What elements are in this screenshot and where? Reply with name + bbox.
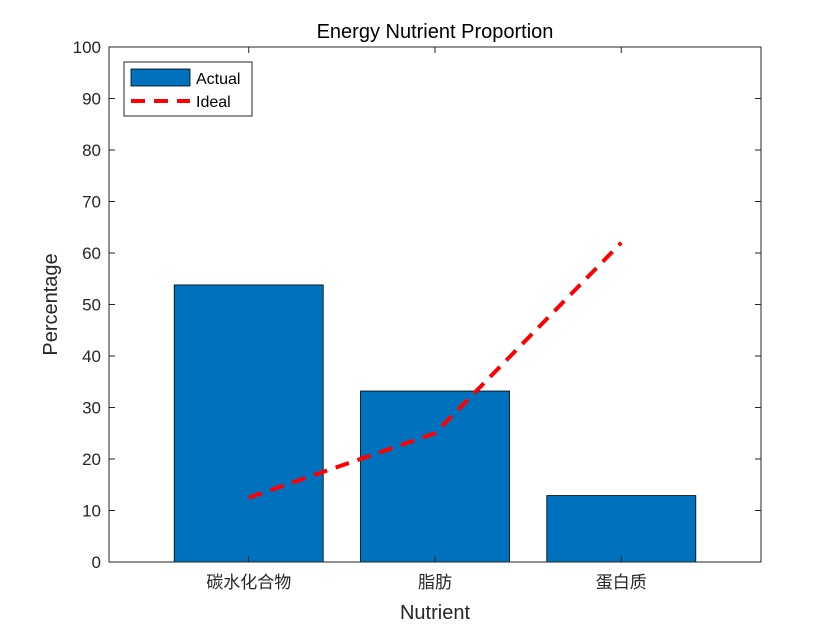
chart-title: Energy Nutrient Proportion — [317, 21, 554, 43]
y-tick-label: 60 — [82, 244, 101, 263]
legend-label-ideal: Ideal — [196, 94, 231, 111]
y-tick-label: 20 — [82, 450, 101, 469]
series-line-ideal — [248, 241, 623, 500]
bar-actual-1 — [173, 284, 324, 563]
y-tick-label: 70 — [82, 193, 101, 212]
y-tick-label: 90 — [82, 90, 101, 109]
bar-actual-3 — [546, 495, 697, 563]
bars-layer — [173, 284, 697, 563]
y-tick-label: 0 — [92, 553, 101, 572]
legend-swatch-actual — [130, 68, 191, 87]
legend: Actual Ideal — [123, 61, 253, 117]
x-axis: 碳水化合物 脂肪 蛋白质 — [206, 47, 647, 593]
bar-actual-2 — [360, 390, 510, 563]
y-tick-label: 100 — [73, 38, 101, 57]
y-tick-label: 10 — [82, 502, 101, 521]
y-tick-label: 30 — [82, 399, 101, 418]
y-axis: 0 10 20 30 40 50 60 70 80 90 100 — [73, 38, 761, 572]
x-tick-label: 脂肪 — [418, 573, 452, 593]
y-tick-label: 40 — [82, 347, 101, 366]
y-tick-label: 80 — [82, 141, 101, 160]
x-tick-label: 碳水化合物 — [206, 573, 291, 593]
y-tick-label: 50 — [82, 296, 101, 315]
legend-label-actual: Actual — [196, 71, 240, 88]
x-axis-label: Nutrient — [400, 602, 470, 624]
y-axis-label: Percentage — [40, 253, 62, 355]
x-tick-label: 蛋白质 — [596, 573, 647, 593]
lines-layer — [248, 241, 623, 500]
